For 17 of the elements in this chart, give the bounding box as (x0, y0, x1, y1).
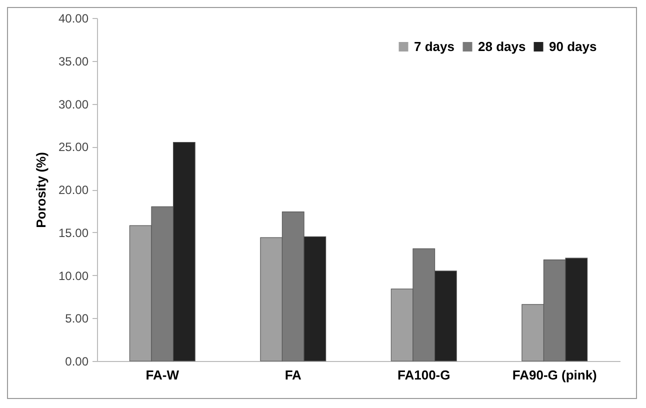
y-tick-label: 40.00 (58, 12, 89, 26)
legend-label: 90 days (549, 38, 597, 54)
y-tick-label: 0.00 (65, 354, 89, 368)
x-tick-label: FA90-G (pink) (512, 368, 597, 382)
y-tick-label: 30.00 (58, 97, 89, 112)
y-tick-label: 10.00 (58, 268, 89, 283)
y-tick-label: 25.00 (58, 140, 89, 154)
legend-label: 28 days (478, 38, 526, 54)
legend-label: 7 days (414, 38, 454, 54)
y-tick-label: 15.00 (58, 226, 89, 240)
x-tick-label: FA (284, 368, 302, 382)
y-axis-title: Porosity (%) (33, 152, 48, 228)
x-tick-label: FA100-G (398, 368, 450, 382)
y-tick-label: 35.00 (58, 54, 89, 68)
x-tick-label: FA-W (146, 368, 180, 382)
y-tick-label: 5.00 (65, 312, 89, 326)
y-tick-label: 20.00 (58, 183, 89, 197)
